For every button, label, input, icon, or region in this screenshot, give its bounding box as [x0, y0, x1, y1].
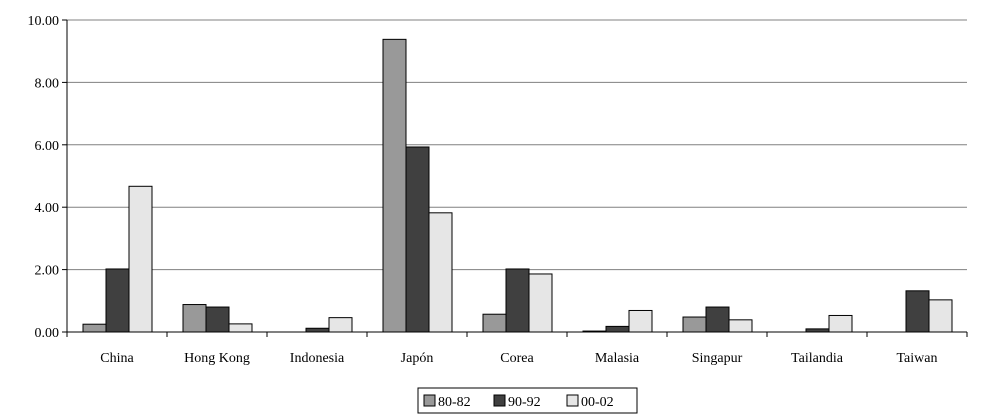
legend-box — [417, 387, 638, 414]
x-tick-label: China — [100, 351, 134, 366]
bar-00-02-china — [128, 185, 153, 333]
bar-00-02-indonesia — [328, 317, 353, 333]
bar-00-02-corea — [528, 273, 553, 333]
bar-90-92-indonesia — [305, 327, 330, 333]
legend-label-90-92: 90-92 — [508, 395, 541, 410]
bar-90-92-japón — [405, 146, 430, 333]
bar-00-02-singapur — [728, 319, 753, 333]
bar-80-82-hong-kong — [182, 304, 207, 333]
x-tick-label: Malasia — [595, 351, 640, 366]
y-tick-label: 0.00 — [35, 326, 60, 341]
y-tick-label: 10.00 — [28, 14, 60, 29]
bar-80-82-japón — [382, 38, 407, 333]
bar-90-92-malasia — [605, 325, 630, 333]
bar-80-82-china — [82, 323, 107, 333]
grid-lines — [62, 19, 967, 333]
legend-swatch-90-92 — [493, 394, 506, 407]
bar-00-02-hong-kong — [228, 323, 253, 333]
bar-90-92-corea — [505, 268, 530, 333]
x-tick-label: Taiwan — [896, 351, 937, 366]
legend-swatch-80-82 — [423, 394, 436, 407]
bar-90-92-hong-kong — [205, 306, 230, 333]
legend: 80-82 90-92 00-02 — [417, 387, 638, 414]
bar-90-92-singapur — [705, 306, 730, 333]
bar-00-02-malasia — [628, 309, 653, 333]
bar-90-92-taiwan — [905, 290, 930, 333]
bar-80-82-singapur — [682, 316, 707, 333]
legend-swatch-00-02 — [566, 394, 579, 407]
x-tick-label: Indonesia — [290, 351, 345, 366]
y-tick-labels: 0.00 2.00 4.00 6.00 8.00 10.00 — [28, 14, 60, 341]
axes — [66, 20, 968, 337]
x-tick-label: Hong Kong — [184, 351, 250, 366]
y-tick-label: 6.00 — [35, 139, 60, 154]
y-tick-label: 8.00 — [35, 76, 60, 91]
x-tick-label: Japón — [401, 351, 434, 366]
legend-label-80-82: 80-82 — [438, 395, 471, 410]
bar-90-92-china — [105, 268, 130, 333]
bar-00-02-tailandia — [828, 314, 853, 333]
x-tick-label: Tailandia — [791, 351, 844, 366]
x-tick-label: Singapur — [692, 351, 743, 366]
y-tick-label: 2.00 — [35, 264, 60, 279]
x-tick-label: Corea — [500, 351, 534, 366]
legend-label-00-02: 00-02 — [581, 395, 614, 410]
bar-80-82-corea — [482, 313, 507, 333]
x-tick-labels: China Hong Kong Indonesia Japón Corea Malasia… — [100, 351, 937, 366]
bar-00-02-taiwan — [928, 299, 953, 333]
bar-00-02-japón — [428, 212, 453, 333]
bars — [82, 38, 953, 333]
y-tick-label: 4.00 — [35, 201, 60, 216]
